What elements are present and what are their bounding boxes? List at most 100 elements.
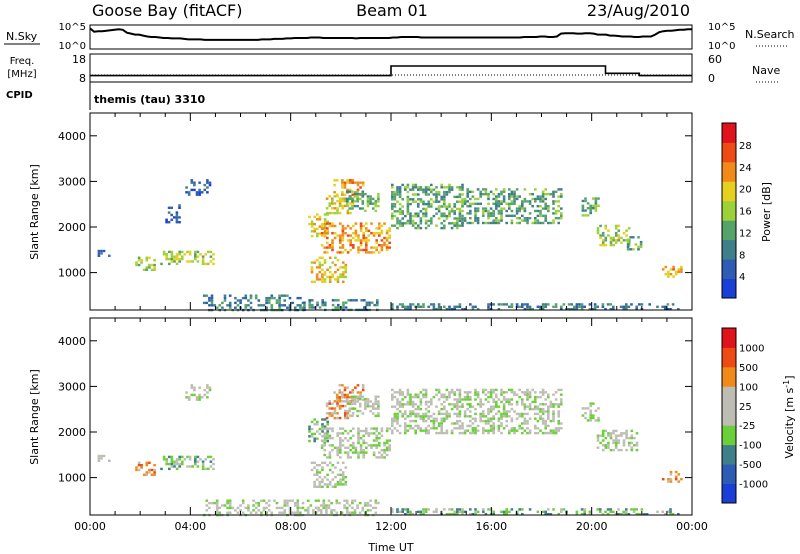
data-cell [370, 301, 374, 304]
data-cell [396, 210, 399, 213]
data-cell [518, 415, 521, 418]
data-cell [424, 508, 428, 511]
data-cell [215, 501, 219, 505]
data-cell [371, 197, 375, 201]
data-cell [193, 393, 196, 397]
data-cell [206, 391, 209, 394]
data-cell [323, 230, 327, 233]
data-cell [526, 221, 529, 225]
data-cell [351, 400, 355, 403]
data-cell [664, 305, 667, 308]
data-cell [589, 414, 592, 417]
data-cell [341, 427, 345, 430]
data-cell [583, 513, 586, 516]
data-cell [308, 430, 311, 433]
data-cell [552, 193, 555, 196]
data-cell [526, 217, 529, 220]
data-cell [458, 419, 462, 423]
data-cell [196, 255, 200, 258]
data-cell [492, 422, 495, 425]
data-cell [476, 197, 480, 201]
data-cell [283, 504, 287, 507]
data-cell [635, 444, 639, 447]
data-cell [479, 412, 482, 416]
data-cell [349, 444, 352, 447]
data-cell [487, 419, 490, 423]
data-cell [262, 509, 266, 512]
data-cell [321, 256, 324, 259]
velocity-colorbar-label-sup: -1 [782, 380, 791, 388]
data-cell [430, 202, 433, 206]
data-cell [560, 508, 563, 511]
data-cell [497, 419, 501, 423]
data-cell [541, 393, 545, 396]
data-cell [328, 195, 331, 198]
data-cell [170, 465, 174, 468]
data-cell [205, 301, 209, 305]
data-cell [617, 513, 620, 516]
data-cell [170, 213, 173, 217]
data-cell [148, 266, 151, 269]
data-cell [667, 480, 670, 483]
data-cell [463, 197, 467, 201]
y-tick-label: 4000 [58, 335, 86, 348]
data-cell [318, 232, 322, 235]
data-cell [414, 407, 417, 411]
data-cell [349, 211, 352, 215]
data-cell [435, 510, 438, 513]
data-cell [552, 412, 555, 416]
data-cell [435, 393, 438, 396]
data-cell [358, 207, 362, 210]
data-cell [544, 214, 547, 217]
data-cell [482, 388, 485, 392]
data-cell [195, 191, 199, 194]
data-cell [497, 195, 501, 198]
data-cell [458, 508, 462, 511]
colorbar-tick-label: 20 [739, 185, 752, 196]
data-cell [669, 513, 672, 516]
data-cell [336, 402, 339, 405]
data-cell [505, 415, 508, 418]
data-cell [339, 239, 342, 242]
data-cell [510, 388, 514, 392]
data-cell [461, 198, 464, 201]
data-cell [398, 405, 402, 408]
data-cell [554, 209, 558, 213]
data-cell [528, 200, 532, 203]
data-cell [557, 205, 560, 208]
data-cell [422, 429, 425, 432]
data-cell [341, 183, 344, 187]
data-cell [367, 444, 371, 447]
data-cell [463, 431, 467, 435]
data-cell [625, 429, 628, 433]
colorbar-tick-label: -1000 [739, 480, 768, 491]
data-cell [406, 190, 410, 194]
data-cell [368, 303, 371, 307]
data-cell [448, 508, 451, 511]
data-cell [362, 434, 365, 437]
data-cell [536, 221, 540, 225]
data-cell [440, 424, 443, 428]
data-cell [544, 424, 547, 428]
data-cell [677, 308, 680, 311]
data-cell [521, 431, 524, 435]
data-cell [458, 388, 462, 392]
data-cell [318, 480, 322, 484]
data-cell [500, 200, 503, 203]
data-cell [601, 231, 605, 235]
data-cell [341, 473, 345, 476]
data-cell [361, 506, 365, 510]
data-cell [484, 190, 488, 193]
data-cell [357, 234, 360, 237]
data-cell [234, 306, 237, 309]
data-cell [150, 473, 154, 476]
data-cell [406, 308, 410, 311]
data-cell [356, 181, 360, 184]
data-cell [508, 510, 511, 513]
data-cell [414, 429, 417, 432]
data-cell [604, 436, 608, 440]
data-cell [364, 407, 367, 410]
data-cell [195, 193, 199, 196]
data-cell [575, 510, 579, 513]
data-cell [544, 305, 547, 308]
